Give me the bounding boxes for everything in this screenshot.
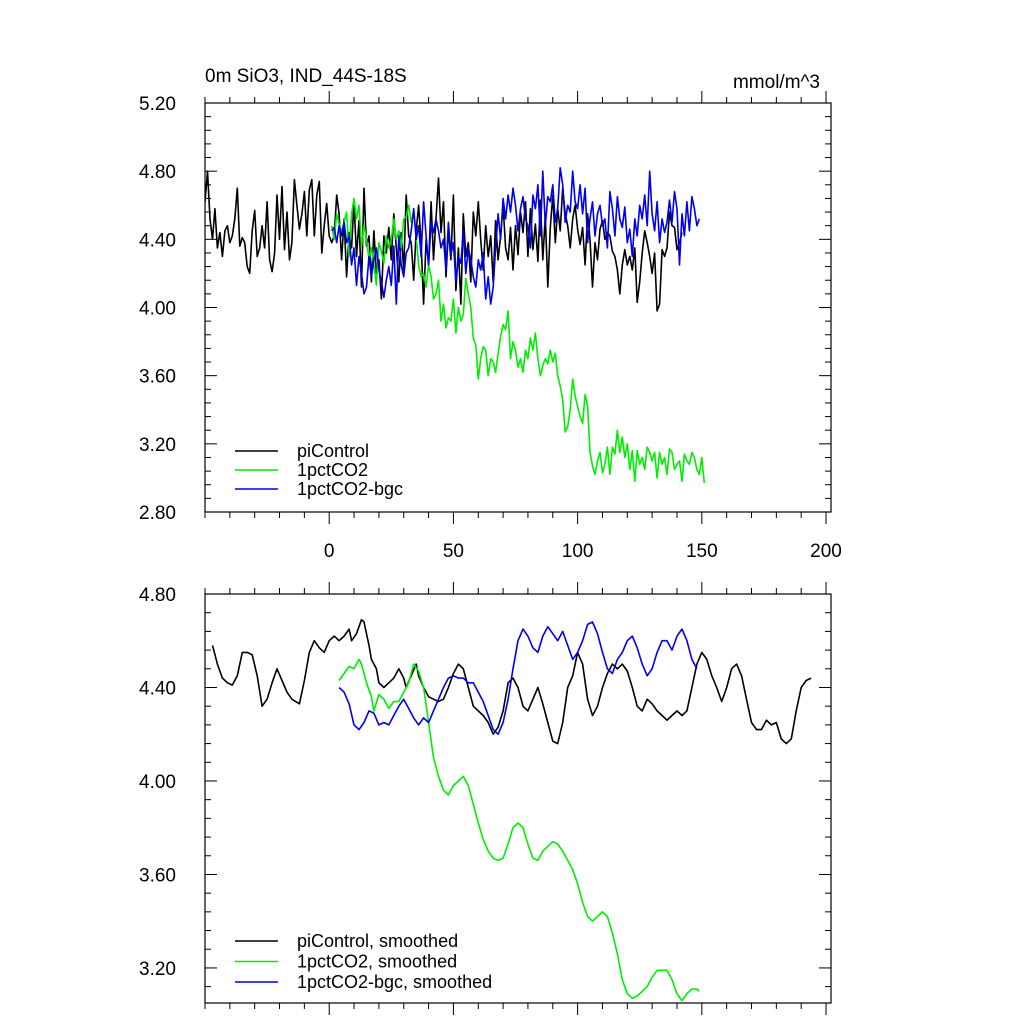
- y-tick-label: 5.20: [139, 94, 176, 115]
- legend-label: 1pctCO2: [297, 460, 368, 480]
- x-tick-label: 200: [810, 541, 842, 562]
- y-tick-label: 4.80: [139, 585, 176, 606]
- series-line-1-3: [331, 167, 701, 305]
- y-tick-label: 4.80: [139, 162, 176, 183]
- chart-panel-1: 2.80 3.20 3.60 4.00 4.40 4.80 5.20 0 50 100 150 200…: [139, 66, 842, 562]
- y-tick-label: 2.80: [139, 503, 176, 524]
- plot-frame: [204, 593, 832, 1004]
- legend-label: 1pctCO2-bgc: [297, 479, 403, 499]
- legend-label: piControl, smoothed: [297, 931, 458, 951]
- legend-label: 1pctCO2, smoothed: [297, 952, 457, 972]
- y-tick-label: 3.20: [139, 435, 176, 456]
- series-line-1-2: [330, 197, 706, 484]
- x-tick-label: 150: [686, 541, 718, 562]
- series-line-2-1: [211, 618, 812, 745]
- x-tick-label: 50: [443, 541, 464, 562]
- y-tick-label: 3.60: [139, 865, 176, 886]
- legend-label: 1pctCO2-bgc, smoothed: [297, 972, 492, 992]
- y-tick-label: 4.40: [139, 230, 176, 251]
- y-tick-label: 3.20: [139, 959, 176, 980]
- y-tick-label: 4.00: [139, 772, 176, 793]
- y-tick-label: 4.00: [139, 299, 176, 320]
- legend-label: piControl: [297, 441, 369, 461]
- series-line-2-3: [338, 621, 698, 735]
- chart-units: mmol/m^3: [733, 72, 820, 93]
- y-tick-label: 4.40: [139, 678, 176, 699]
- y-tick-label: 3.60: [139, 367, 176, 388]
- x-tick-label: 100: [562, 541, 594, 562]
- x-tick-label: 0: [324, 541, 335, 562]
- series-line-2-2: [338, 658, 700, 1002]
- chart-title: 0m SiO3, IND_44S-18S: [205, 66, 407, 87]
